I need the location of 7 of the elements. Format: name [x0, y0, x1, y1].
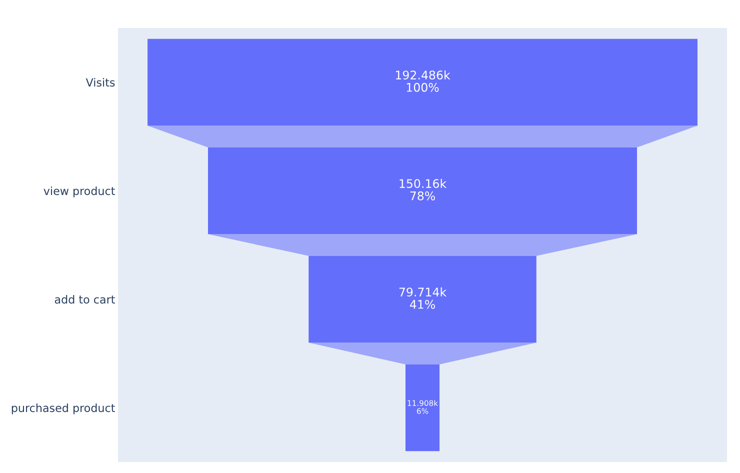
category-label: purchased product — [12, 404, 115, 414]
category-label: view product — [44, 186, 115, 198]
category-label: Visits — [86, 78, 115, 87]
data-label: 192.486k 100% — [396, 70, 450, 92]
category-label: add to cart — [54, 295, 115, 304]
data-label: 150.16k 78% — [400, 178, 447, 200]
data-label: 79.714k 41% — [399, 287, 447, 309]
